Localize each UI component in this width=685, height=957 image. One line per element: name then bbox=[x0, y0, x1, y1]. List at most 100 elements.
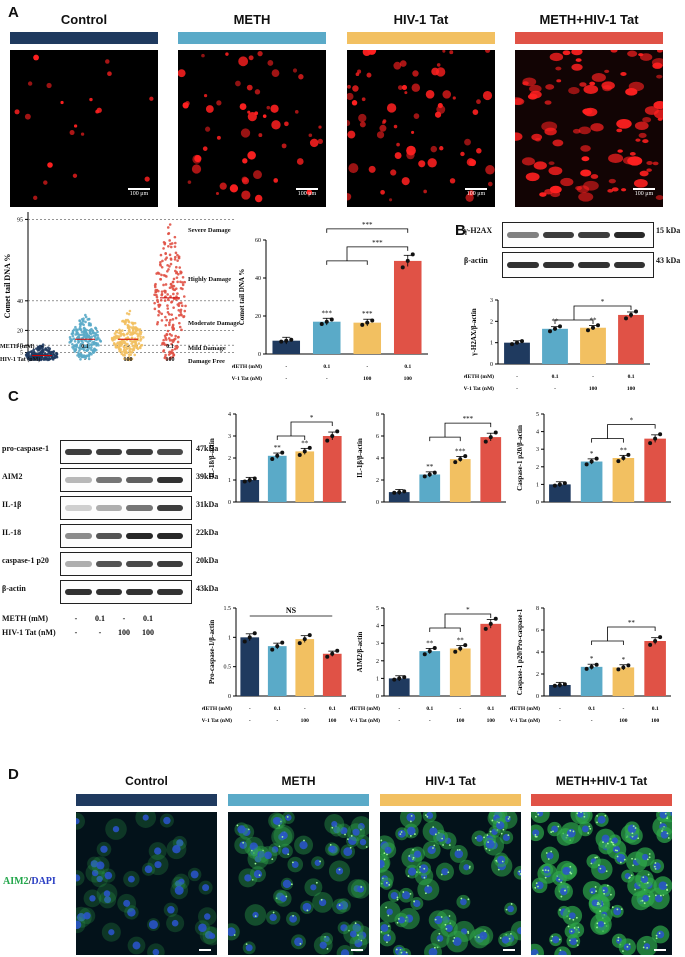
scatter-point bbox=[159, 277, 162, 281]
scatter-point bbox=[113, 335, 116, 339]
scatter-point bbox=[164, 323, 168, 327]
data-point bbox=[247, 478, 252, 482]
scatter-point bbox=[164, 283, 168, 286]
group-color-bar bbox=[178, 32, 326, 44]
scatter-point bbox=[183, 280, 186, 284]
treatment-value: 0.1 bbox=[95, 614, 105, 623]
scatter-point bbox=[172, 306, 175, 309]
data-point bbox=[397, 676, 402, 681]
scatter-point bbox=[181, 275, 185, 279]
y-tick-label: 0 bbox=[376, 500, 379, 506]
scatter-point bbox=[129, 339, 132, 343]
blot-band bbox=[507, 262, 539, 268]
blot-band bbox=[507, 232, 539, 238]
y-tick-label: 8 bbox=[536, 606, 539, 612]
bar bbox=[322, 653, 342, 696]
scatter-point bbox=[73, 344, 77, 347]
y-tick-label: 0.5 bbox=[224, 665, 232, 671]
data-point bbox=[329, 317, 334, 322]
treatment-value: - bbox=[285, 376, 287, 382]
data-point bbox=[279, 339, 284, 344]
scatter-point bbox=[28, 355, 31, 359]
data-point bbox=[552, 483, 557, 488]
y-tick-label: 2 bbox=[536, 672, 539, 678]
scatter-point bbox=[176, 336, 180, 339]
scatter-point bbox=[166, 311, 170, 314]
blot-strip bbox=[60, 468, 192, 492]
group-header-a: METH+HIV-1 Tat bbox=[539, 12, 639, 27]
group-header-a: METH bbox=[233, 12, 271, 27]
y-axis-label: IL-1β/β-actin bbox=[356, 438, 364, 478]
scatter-point bbox=[171, 318, 175, 321]
scatter-point bbox=[73, 340, 77, 343]
scatter-point bbox=[178, 321, 181, 325]
blot-band bbox=[126, 449, 153, 455]
treatment-value: - bbox=[592, 374, 594, 380]
scatter-point bbox=[172, 338, 176, 341]
scatter-point bbox=[87, 342, 90, 346]
y-tick-label: 4 bbox=[536, 430, 539, 436]
scale-bar: 100 μm bbox=[633, 188, 655, 197]
scatter-point bbox=[70, 338, 74, 341]
data-point bbox=[370, 318, 375, 323]
scatter-point bbox=[170, 313, 174, 316]
y-tick-label: 6 bbox=[536, 628, 539, 634]
damage-severe: Severe Damage bbox=[188, 227, 231, 234]
blot-band bbox=[156, 533, 183, 539]
scatter-tick: 10 bbox=[17, 343, 23, 349]
scatter-point bbox=[71, 343, 74, 346]
y-tick-label: 1.5 bbox=[224, 606, 232, 612]
comet-scatter-chart: 5 10 20 40 95 Comet tail DNA % bbox=[3, 212, 235, 362]
kda-label: 47kDa bbox=[196, 444, 219, 453]
data-point bbox=[302, 637, 307, 642]
scatter-point bbox=[118, 329, 121, 332]
scatter-point bbox=[84, 356, 88, 360]
scatter-point bbox=[156, 320, 160, 324]
data-point bbox=[297, 641, 302, 646]
scatter-point bbox=[94, 332, 97, 335]
scatter-point bbox=[110, 336, 114, 340]
treatment-value: 0.1 bbox=[329, 706, 336, 712]
y-tick-label: 4 bbox=[376, 456, 379, 462]
treatment-value: 0.1 bbox=[628, 374, 635, 380]
data-point bbox=[405, 258, 410, 263]
data-point bbox=[280, 450, 285, 455]
scatter-point bbox=[94, 326, 97, 330]
scatter-point bbox=[68, 341, 72, 344]
scatter-point bbox=[76, 354, 79, 357]
scatter-point bbox=[83, 327, 87, 331]
scatter-point bbox=[168, 339, 172, 342]
bar bbox=[419, 651, 441, 696]
blot-band bbox=[578, 262, 610, 268]
treatment-value: - bbox=[122, 614, 126, 623]
scatter-point bbox=[34, 356, 37, 359]
data-point bbox=[616, 459, 621, 464]
damage-moderate: Moderate Damage bbox=[188, 320, 240, 327]
data-point bbox=[270, 457, 275, 462]
scatter-point bbox=[163, 343, 167, 346]
treatment-value: - bbox=[98, 628, 102, 637]
data-point bbox=[453, 460, 458, 465]
scatter-point bbox=[90, 343, 93, 347]
chart-procasp: 0 0.5 1 1.5 Pro-caspase-1/β-actin NS METH (mM)… bbox=[202, 606, 346, 724]
scatter-point bbox=[166, 269, 169, 273]
if-micrograph bbox=[380, 812, 521, 955]
scatter-point bbox=[125, 347, 129, 350]
scatter-point bbox=[129, 358, 132, 362]
data-point bbox=[402, 489, 407, 494]
scatter-point bbox=[87, 317, 91, 321]
blot-band bbox=[126, 589, 153, 595]
sig-mark: *** bbox=[455, 447, 466, 455]
scatter-point bbox=[180, 304, 184, 308]
scatter-point bbox=[176, 259, 179, 262]
scatter-point bbox=[154, 290, 158, 294]
blot-strip bbox=[502, 222, 654, 248]
scatter-point bbox=[95, 337, 99, 341]
treatment-row-label: METH (mM) bbox=[232, 363, 262, 370]
scatter-point bbox=[174, 251, 178, 255]
data-point bbox=[252, 631, 257, 636]
group-color-bar bbox=[380, 794, 521, 806]
